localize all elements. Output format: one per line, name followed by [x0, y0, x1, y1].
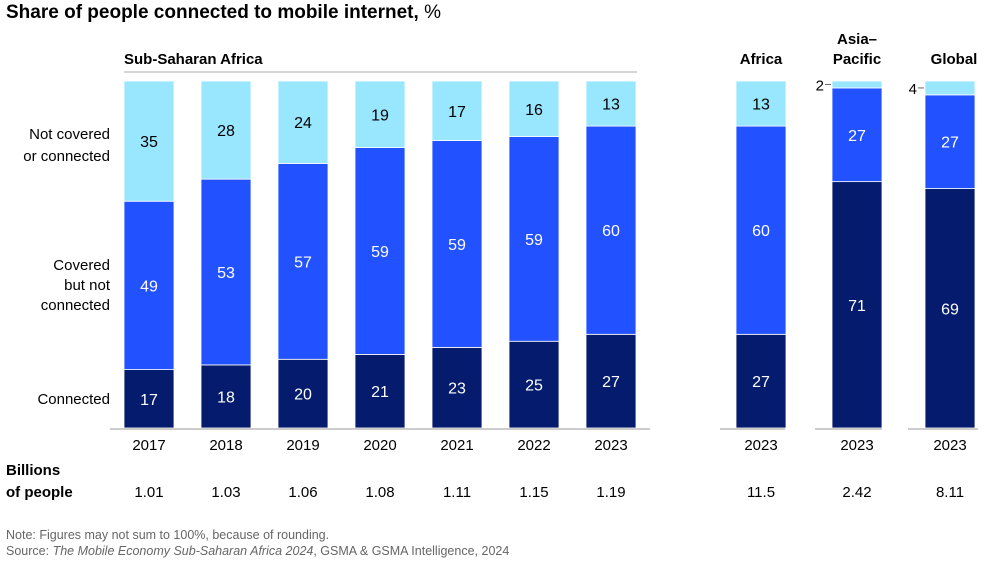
group-label: Sub-Saharan Africa	[124, 51, 263, 68]
x-tick-label: 2023	[744, 437, 777, 454]
source: Source: The Mobile Economy Sub-Saharan A…	[6, 544, 510, 558]
data-label: 69	[941, 301, 959, 318]
data-label: 23	[448, 381, 466, 398]
bar-segment	[123, 200, 175, 370]
bar-segment	[831, 181, 883, 429]
data-label: 13	[602, 97, 620, 114]
data-label: 2	[816, 77, 824, 94]
data-label: 21	[371, 384, 389, 401]
bar-segment	[585, 80, 637, 127]
x-tick-label: 2019	[286, 437, 319, 454]
bar-segment	[924, 80, 976, 96]
bar-segment	[735, 80, 787, 127]
population-label: of people	[6, 484, 73, 501]
bar-segment	[200, 80, 252, 180]
x-tick-label: 2020	[363, 437, 396, 454]
x-tick-label: 2022	[517, 437, 550, 454]
data-label: 28	[217, 123, 235, 140]
bar-segment	[924, 188, 976, 429]
bar-segment	[354, 147, 406, 355]
series-label: or connected	[23, 148, 110, 165]
data-label: 17	[140, 392, 158, 409]
bar-segment	[508, 80, 560, 137]
population-value: 11.5	[747, 484, 775, 501]
population-value: 1.06	[288, 484, 317, 501]
data-label: 53	[217, 265, 235, 282]
bar-segment	[354, 353, 406, 429]
x-tick-label: 2023	[594, 437, 627, 454]
series-label: connected	[41, 297, 110, 314]
x-tick-label: 2023	[933, 437, 966, 454]
data-label: 59	[371, 244, 389, 261]
x-tick-label: 2018	[209, 437, 242, 454]
note: Note: Figures may not sum to 100%, becau…	[6, 528, 330, 542]
data-label: 60	[602, 223, 620, 240]
data-label: 57	[294, 254, 312, 271]
data-label: 35	[140, 134, 158, 151]
population-value: 8.11	[936, 484, 964, 501]
bar-segment	[277, 163, 329, 360]
data-label: 25	[525, 378, 543, 395]
bar-segment	[831, 87, 883, 183]
data-label: 27	[752, 374, 770, 391]
bar-segment	[123, 80, 175, 202]
bar-segment	[431, 140, 483, 348]
data-label: 4	[909, 81, 917, 98]
bar-segment	[585, 125, 637, 335]
bar-segment	[735, 125, 787, 335]
data-label: 49	[140, 278, 158, 295]
data-label: 20	[294, 387, 312, 404]
population-value: 1.08	[365, 484, 394, 501]
chart-title: Share of people connected to mobile inte…	[6, 2, 441, 23]
data-label: 27	[941, 135, 959, 152]
column-header: Pacific	[833, 51, 881, 68]
series-label: Connected	[37, 391, 110, 408]
population-value: 2.42	[842, 484, 871, 501]
bar-segment	[354, 80, 406, 148]
x-tick-label: 2023	[840, 437, 873, 454]
data-label: 60	[752, 223, 770, 240]
bar-segment	[508, 136, 560, 342]
population-value: 1.01	[134, 484, 163, 501]
data-label: 19	[371, 107, 389, 124]
bar-segment	[200, 178, 252, 366]
population-value: 1.11	[443, 484, 471, 501]
population-label: Billions	[6, 462, 60, 479]
bar-segment	[924, 94, 976, 189]
bar-segment	[508, 340, 560, 429]
population-value: 1.03	[211, 484, 240, 501]
bar-segment	[831, 80, 883, 89]
column-header: Asia–	[837, 31, 877, 48]
data-label: 18	[217, 389, 235, 406]
data-label: 24	[294, 115, 312, 132]
data-label: 59	[448, 237, 466, 254]
bar-segment	[431, 80, 483, 141]
column-header: Global	[931, 51, 978, 68]
bar-segment	[277, 358, 329, 429]
series-label: Not covered	[29, 126, 110, 143]
data-label: 16	[525, 102, 543, 119]
population-value: 1.15	[519, 484, 548, 501]
data-label: 13	[752, 97, 770, 114]
x-tick-label: 2021	[440, 437, 473, 454]
data-label: 17	[448, 104, 466, 121]
data-label: 27	[848, 128, 866, 145]
column-header: Africa	[740, 51, 783, 68]
series-label: but not	[64, 277, 111, 294]
bar-segment	[123, 369, 175, 429]
x-tick-label: 2017	[132, 437, 165, 454]
data-label: 27	[602, 374, 620, 391]
bar-segment	[585, 333, 637, 429]
bar-segment	[277, 80, 329, 164]
series-label: Covered	[53, 257, 110, 274]
data-label: 59	[525, 232, 543, 249]
data-label: 71	[848, 298, 866, 315]
population-value: 1.19	[596, 484, 625, 501]
bar-segment	[200, 364, 252, 429]
